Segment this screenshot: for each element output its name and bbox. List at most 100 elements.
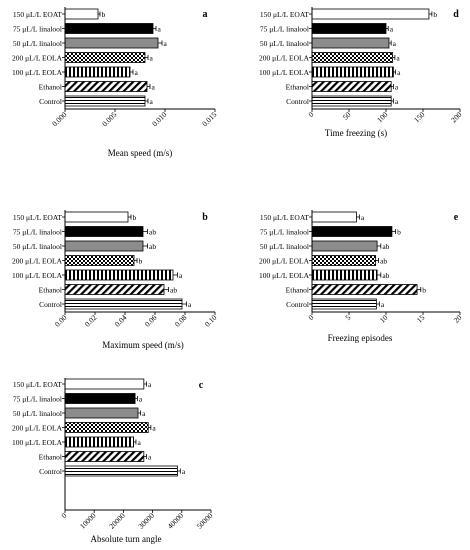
bar (311, 255, 377, 266)
significance-letter: ab (382, 271, 389, 280)
bar (311, 81, 392, 92)
y-tick-label: 75 μL/L linalool (13, 25, 62, 34)
x-tick-label: 15 (415, 313, 427, 325)
error-bar (148, 425, 152, 430)
bar (311, 66, 394, 78)
y-tick-label: 150 μL/L EOAT (260, 10, 310, 19)
y-tick-label: 75 μL/L linalool (13, 228, 62, 237)
y-ticks: 150 μL/L EOAT 75 μL/L linalool 50 μL/L lin… (12, 10, 65, 106)
bar (311, 8, 430, 20)
error-bar (173, 272, 178, 278)
x-tick-label: 0.010 (150, 110, 168, 128)
significance-letter: a (395, 83, 399, 92)
x-tick-label: 50000 (195, 511, 215, 531)
significance-letter: a (139, 395, 143, 404)
y-tick-label: 150 μL/L EOAT (13, 213, 63, 222)
x-axis-label: Maximum speed (m/s) (102, 340, 184, 350)
y-tick-label: Control (286, 97, 309, 106)
y-ticks: 150 μL/L EOAT 75 μL/L linalool 50 μL/L lin… (12, 380, 65, 476)
error-bar (143, 229, 148, 234)
bar (64, 451, 145, 462)
y-tick-label: 200 μL/L EOLA (12, 54, 63, 63)
y-tick-label: 100 μL/L EOLA (259, 271, 310, 280)
significance-letter: a (164, 39, 168, 48)
y-tick-label: 50 μL/L linalool (13, 242, 62, 251)
significance-letter: a (158, 25, 162, 34)
bar (64, 436, 135, 448)
error-bar (145, 55, 149, 60)
panel-letter: e (454, 212, 459, 223)
x-tick-label: 150 (412, 110, 426, 124)
x-tick-label: 0.005 (100, 110, 118, 128)
y-tick-label: 50 μL/L linalool (13, 39, 62, 48)
bar (64, 378, 145, 390)
y-tick-label: 150 μL/L EOAT (13, 10, 63, 19)
significance-letter: a (150, 97, 154, 106)
y-tick-label: 200 μL/L EOLA (259, 54, 310, 63)
x-tick-label: 0 (306, 313, 315, 322)
significance-letter: a (182, 467, 186, 476)
bar (64, 465, 178, 477)
significance-letter: a (395, 97, 399, 106)
error-bar (128, 214, 132, 220)
x-tick-label: 10 (378, 313, 390, 325)
bar (64, 393, 136, 404)
significance-letter: a (390, 25, 394, 34)
y-tick-label: 200 μL/L EOLA (12, 424, 63, 433)
y-tick-label: 50 μL/L linalool (13, 409, 62, 418)
bar (64, 422, 149, 433)
significance-letter: ab (380, 257, 387, 266)
bar (64, 37, 159, 49)
significance-letter: a (142, 409, 146, 418)
bar (64, 298, 183, 310)
bar (311, 52, 394, 63)
error-bar (138, 410, 142, 416)
y-tick-label: Control (39, 97, 62, 106)
y-tick-label: 100 μL/L EOLA (259, 68, 310, 77)
significance-letter: a (188, 300, 192, 309)
y-tick-label: Ethanol (286, 286, 309, 295)
x-tick-label: 0.015 (200, 110, 218, 128)
significance-letter: a (397, 68, 401, 77)
x-tick-label: 0.04 (113, 313, 129, 329)
x-axis-label: Absolute turn angle (91, 534, 162, 544)
significance-letter: a (179, 271, 183, 280)
x-ticks: 0 5 10 15 20 (306, 312, 464, 325)
x-axis-label: Freezing episodes (328, 333, 393, 343)
bar (311, 269, 378, 281)
bar (64, 269, 174, 281)
y-tick-label: 150 μL/L EOAT (260, 213, 310, 222)
significance-letter: a (137, 438, 141, 447)
x-tick-label: 20000 (107, 511, 127, 531)
error-bar (135, 396, 138, 401)
x-tick-label: 0.000 (50, 110, 68, 128)
error-bar (98, 11, 101, 17)
x-tick-label: 0 (306, 110, 315, 119)
y-ticks: 150 μL/L EOAT 75 μL/L linalool 50 μL/L lin… (259, 213, 312, 309)
y-tick-label: Ethanol (39, 286, 62, 295)
significance-letter: a (393, 39, 397, 48)
x-tick-label: 5 (343, 313, 352, 322)
panel-letter: b (202, 212, 208, 223)
y-tick-label: 100 μL/L EOLA (12, 68, 63, 77)
x-tick-label: 0.06 (143, 313, 159, 329)
error-bar (130, 69, 134, 75)
panel-letter: a (203, 9, 208, 20)
error-bar (392, 55, 396, 60)
x-tick-label: 50 (341, 110, 353, 122)
error-bar (375, 258, 379, 263)
bar (64, 226, 144, 237)
x-tick-label: 0.00 (53, 313, 69, 329)
x-tick-label: 0.08 (173, 313, 189, 329)
significance-letter: ab (149, 228, 156, 237)
bar (64, 66, 131, 78)
error-bar (153, 26, 157, 31)
bar (64, 240, 144, 252)
y-tick-label: Control (39, 300, 62, 309)
